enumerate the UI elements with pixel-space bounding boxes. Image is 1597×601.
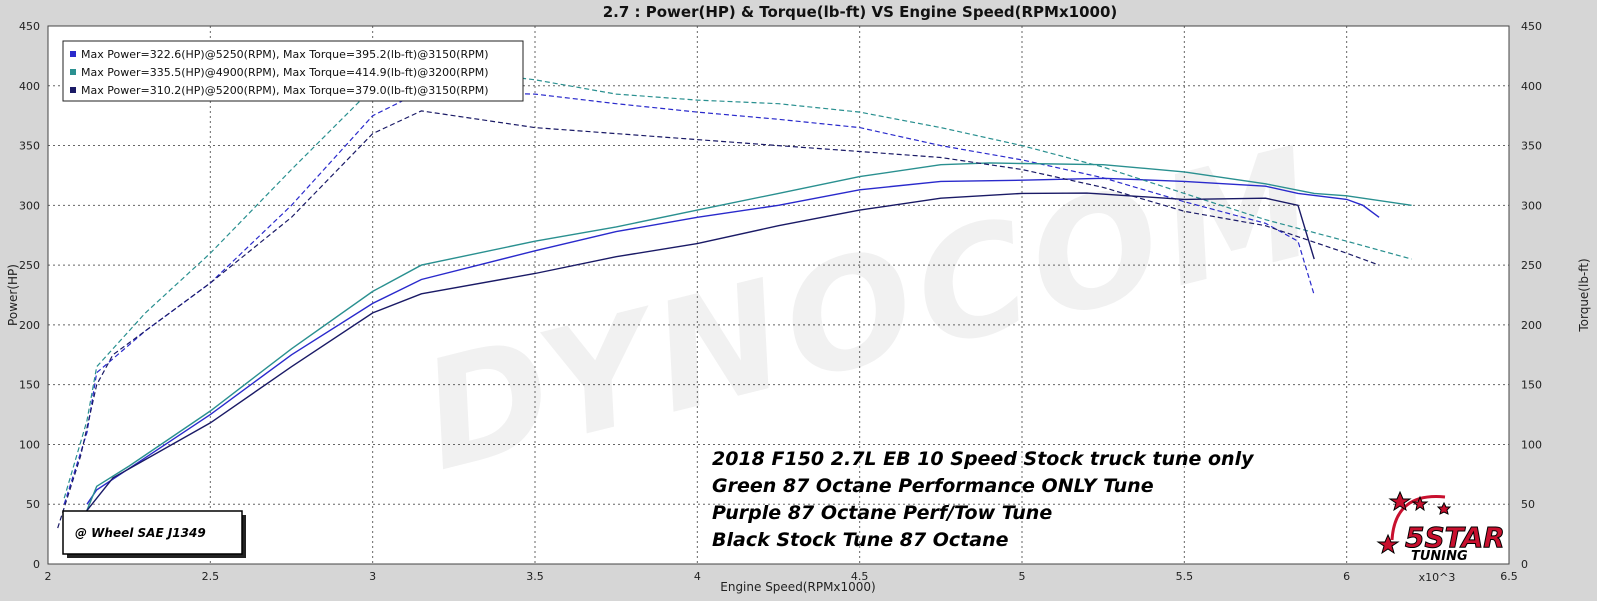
x-tick-label: 3	[369, 570, 376, 583]
logo-brand-text: 5STAR	[1405, 521, 1505, 554]
y-axis-right-label: Torque(lb-ft)	[1577, 258, 1591, 332]
legend-box	[62, 40, 524, 102]
x-tick-label: 2.5	[202, 570, 220, 583]
legend-marker-2	[70, 69, 76, 75]
logo-sub-text: TUNING	[1411, 549, 1468, 564]
star-icon	[1436, 501, 1452, 515]
y-right-tick-label: 250	[1521, 259, 1542, 272]
annotation-line-4: Black Stock Tune 87 Octane	[712, 529, 1009, 551]
x-tick-label: 4	[694, 570, 701, 583]
y-right-tick-label: 0	[1521, 558, 1528, 571]
y-right-tick-label: 450	[1521, 20, 1542, 33]
x-tick-label: 5.5	[1176, 570, 1194, 583]
y-axis-right-ticks: 0 50 100 150 200 250 300 350 400 450	[1521, 20, 1542, 571]
y-left-tick-label: 300	[19, 199, 40, 212]
y-axis-left-label: Power(HP)	[6, 264, 20, 326]
legend-entry-1: Max Power=322.6(HP)@5250(RPM), Max Torqu…	[81, 48, 489, 61]
x-tick-label: 2	[45, 570, 52, 583]
series-2-power-line	[86, 162, 1412, 511]
series-1-power-line	[86, 177, 1380, 505]
annotation-line-2: Green 87 Octane Performance ONLY Tune	[712, 475, 1154, 497]
y-right-tick-label: 100	[1521, 438, 1542, 451]
legend: Max Power=322.6(HP)@5250(RPM), Max Torqu…	[62, 40, 524, 102]
x-tick-label: 5	[1019, 570, 1026, 583]
annotation-block: 2018 F150 2.7L EB 10 Speed Stock truck t…	[712, 448, 1255, 551]
series-1-torque-line	[63, 90, 1315, 505]
y-left-tick-label: 150	[19, 379, 40, 392]
y-right-tick-label: 300	[1521, 199, 1542, 212]
x-tick-label: 6.5	[1500, 570, 1518, 583]
legend-marker-3	[70, 87, 76, 93]
y-right-tick-label: 400	[1521, 80, 1542, 93]
dyno-note-text: @ Wheel SAE J1349	[75, 526, 206, 540]
y-left-tick-label: 50	[26, 498, 40, 511]
legend-entry-3: Max Power=310.2(HP)@5200(RPM), Max Torqu…	[81, 84, 489, 97]
star-icon	[1411, 495, 1429, 512]
star-icon	[1388, 490, 1412, 512]
series-3-torque-line	[57, 110, 1380, 529]
x-tick-label: 4.5	[851, 570, 869, 583]
y-right-tick-label: 150	[1521, 379, 1542, 392]
annotation-line-3: Purple 87 Octane Perf/Tow Tune	[712, 502, 1052, 524]
x-tick-label: 6	[1343, 570, 1350, 583]
x-axis-ticks: 2 2.5 3 3.5 4 4.5 5 5.5 6 6.5	[45, 570, 1518, 583]
y-left-tick-label: 0	[33, 558, 40, 571]
y-left-tick-label: 400	[19, 80, 40, 93]
y-right-tick-label: 50	[1521, 498, 1535, 511]
dyno-note-box: @ Wheel SAE J1349	[62, 510, 246, 558]
dyno-note-frame	[62, 510, 243, 555]
y-axis-left-ticks: 0 50 100 150 200 250 300 350 400 450	[19, 20, 40, 571]
x-multiplier-label: x10^3	[1419, 571, 1456, 584]
logo-swoosh	[1390, 495, 1446, 541]
series-2-torque-line	[63, 67, 1412, 499]
series-3-power-line	[79, 192, 1315, 520]
series-lines	[57, 67, 1412, 529]
annotation-line-1: 2018 F150 2.7L EB 10 Speed Stock truck t…	[712, 448, 1255, 470]
y-left-tick-label: 450	[19, 20, 40, 33]
star-icon	[1376, 533, 1400, 555]
brand-logo: 5STAR TUNING	[1376, 490, 1505, 564]
y-left-tick-label: 350	[19, 140, 40, 153]
y-left-tick-label: 200	[19, 319, 40, 332]
y-left-tick-label: 100	[19, 438, 40, 451]
legend-entry-2: Max Power=335.5(HP)@4900(RPM), Max Torqu…	[81, 66, 489, 79]
x-tick-label: 3.5	[526, 570, 544, 583]
x-axis-label: Engine Speed(RPMx1000)	[720, 580, 876, 594]
plot-area	[48, 26, 1509, 564]
plot-border	[47, 25, 1510, 565]
legend-marker-1	[70, 51, 76, 57]
y-right-tick-label: 200	[1521, 319, 1542, 332]
chart-title: 2.7 : Power(HP) & Torque(lb-ft) VS Engin…	[603, 3, 1118, 21]
y-right-tick-label: 350	[1521, 140, 1542, 153]
y-left-tick-label: 250	[19, 259, 40, 272]
